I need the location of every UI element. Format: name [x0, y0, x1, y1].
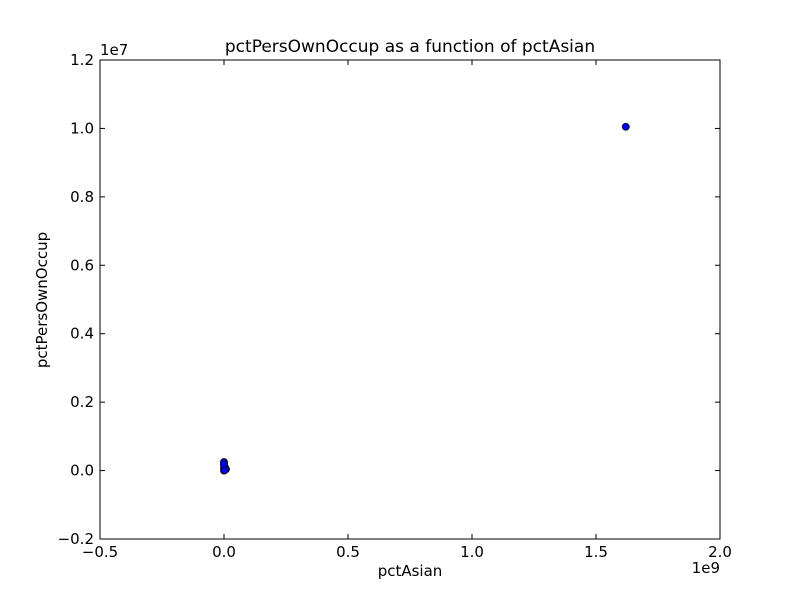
points-layer — [220, 122, 630, 475]
y-tick-label: 0.6 — [70, 256, 94, 274]
y-tick-label: 1.2 — [70, 51, 94, 69]
x-offset-label: 1e9 — [692, 559, 720, 577]
x-axis-label: pctAsian — [378, 562, 443, 580]
y-tick-label: 0.2 — [70, 393, 94, 411]
x-tick-label: −0.5 — [82, 543, 118, 561]
x-tick-label: 1.5 — [584, 543, 608, 561]
y-tick-label: 0.8 — [70, 188, 94, 206]
x-tick-label: 0.0 — [212, 543, 236, 561]
y-offset-label: 1e7 — [100, 41, 128, 59]
x-tick-label: 2.0 — [708, 543, 732, 561]
x-tick-label: 1.0 — [460, 543, 484, 561]
y-tick-label: 0.4 — [70, 325, 94, 343]
scatter-point — [621, 122, 630, 131]
y-tick-label: −0.2 — [58, 530, 94, 548]
plot-frame — [99, 59, 721, 540]
x-tick-label: 0.5 — [336, 543, 360, 561]
y-tick-label: 1.0 — [70, 119, 94, 137]
scatter-point — [220, 460, 228, 469]
y-axis-label: pctPersOwnOccup — [33, 232, 51, 368]
y-tick-label: 0.0 — [70, 462, 94, 480]
ticks-layer: −0.5 0.0 0.5 1.0 1.5 2.0 −0.2 0.0 0.2 0.4 0.6 0.8 1.… — [58, 51, 732, 561]
chart-title: pctPersOwnOccup as a function of pctAsia… — [225, 37, 595, 57]
